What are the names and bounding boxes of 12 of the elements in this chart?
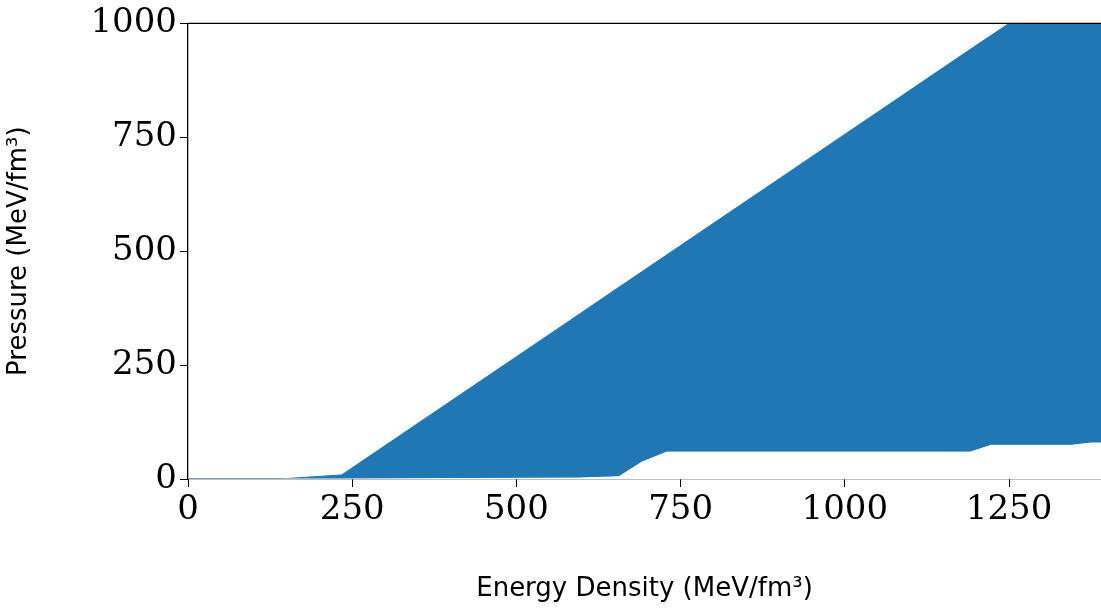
x-tick-label: 500: [483, 487, 549, 528]
x-tick-label: 1250: [965, 487, 1053, 528]
x-tick-label: 1000: [801, 487, 889, 528]
x-tick-label: 250: [319, 487, 385, 528]
y-axis-title: Pressure (MeV/fm³): [2, 126, 33, 376]
y-tick-label: 500: [112, 228, 177, 269]
y-tick-label: 0: [155, 455, 177, 496]
y-tick-label: 250: [112, 341, 177, 382]
y-tick-label: 750: [112, 114, 177, 155]
x-axis-title: Energy Density (MeV/fm³): [476, 572, 813, 603]
x-tick-label: 750: [648, 487, 714, 528]
y-tick-label: 1000: [90, 0, 177, 41]
